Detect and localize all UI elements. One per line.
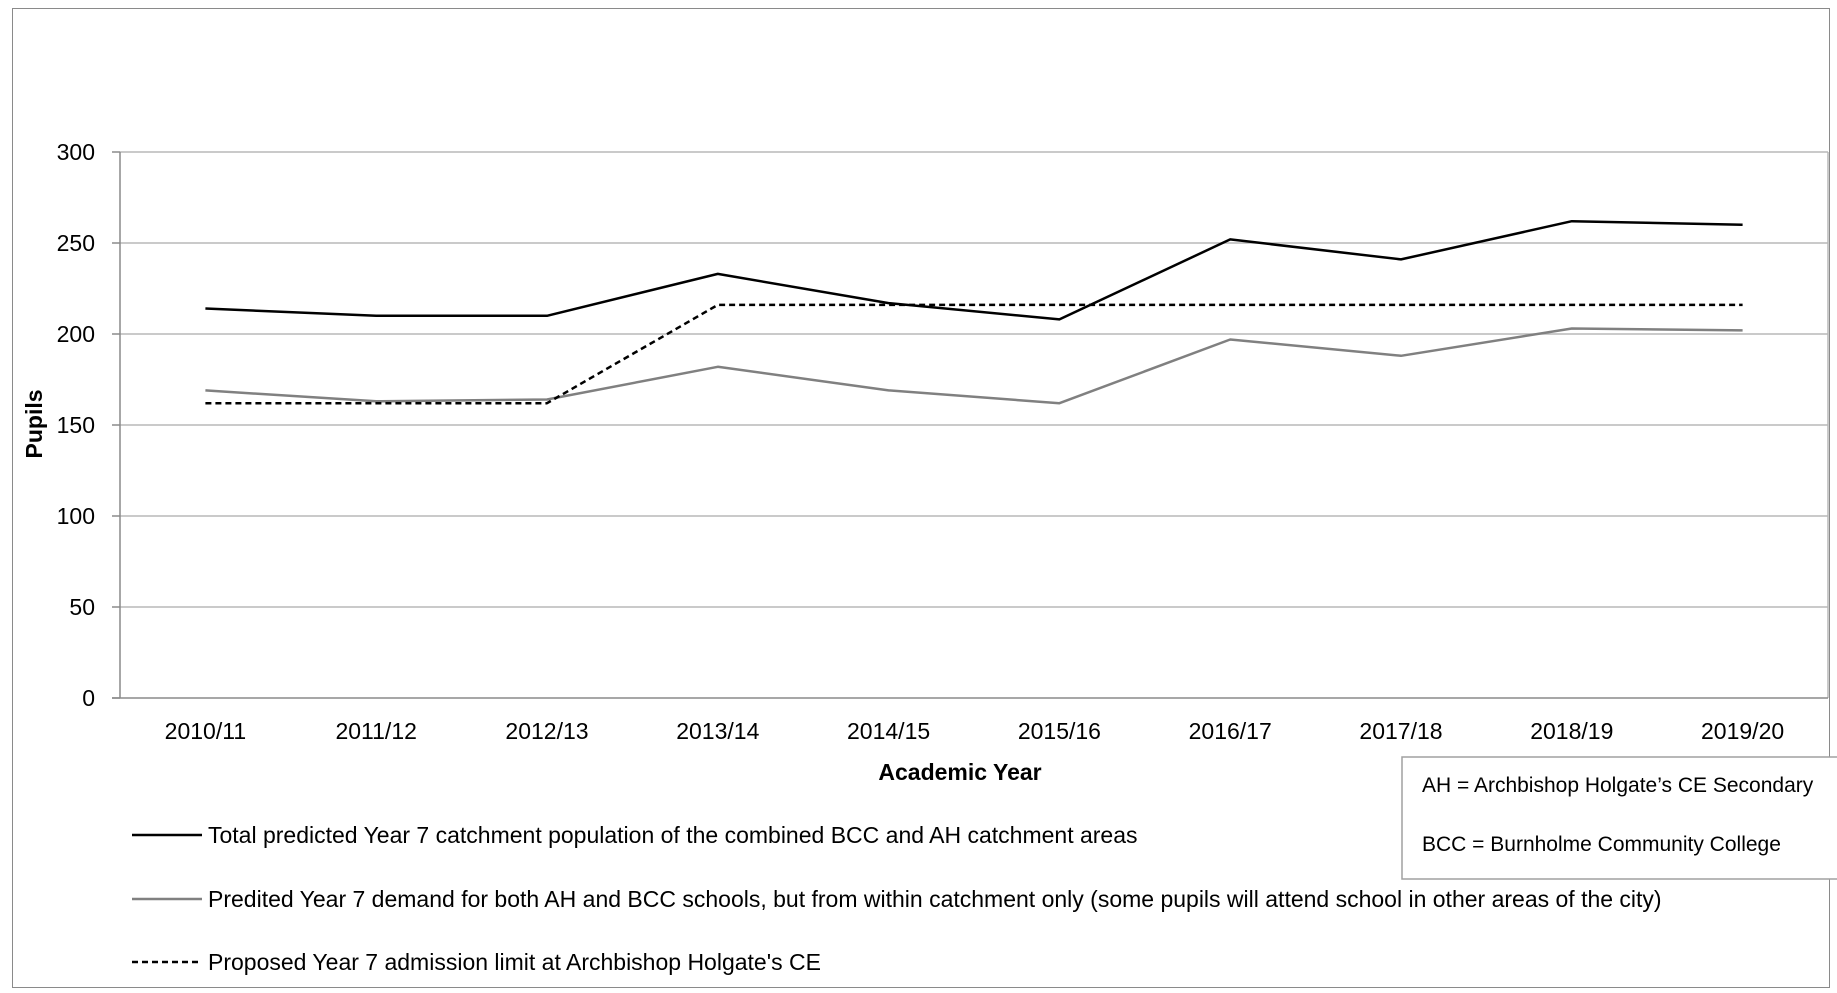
x-tick-label: 2012/13	[505, 718, 588, 744]
x-tick-label: 2010/11	[165, 718, 246, 744]
x-tick-label: 2015/16	[1018, 718, 1101, 744]
abbreviation-note-box: AH = Archbishop Holgate’s CE Secondary B…	[1401, 756, 1837, 880]
gridlines	[120, 151, 1828, 608]
y-tick-label: 0	[82, 685, 95, 711]
x-axis-title: Academic Year	[878, 759, 1041, 785]
series-lines	[205, 219, 1743, 405]
legend-label-1: Total predicted Year 7 catchment populat…	[208, 822, 1138, 848]
series-line-3	[205, 303, 1743, 405]
legend-label-3: Proposed Year 7 admission limit at Archb…	[208, 949, 821, 975]
x-tick-label: 2016/17	[1189, 718, 1272, 744]
note-bcc: BCC = Burnholme Community College	[1422, 833, 1781, 856]
x-tick-label: 2014/15	[847, 718, 930, 744]
note-box-border	[1401, 756, 1837, 880]
y-tick-label: 150	[57, 412, 95, 438]
y-tick-labels: 0 50 100 150 200 250 300	[57, 139, 95, 711]
x-tick-labels: 2010/11 2011/12 2012/13 2013/14 2014/15 2015/…	[165, 718, 1784, 744]
legend-label-2: Predited Year 7 demand for both AH and B…	[208, 886, 1662, 912]
x-tick-label: 2018/19	[1530, 718, 1613, 744]
series-line-2	[205, 327, 1743, 405]
y-axis-title: Pupils	[21, 389, 47, 458]
x-tick-label: 2013/14	[676, 718, 759, 744]
y-tick-label: 200	[57, 321, 95, 347]
series-line-1	[205, 219, 1743, 321]
axes	[112, 151, 1829, 699]
x-tick-label: 2019/20	[1701, 718, 1784, 744]
y-tick-label: 50	[69, 594, 95, 620]
x-tick-label: 2017/18	[1359, 718, 1442, 744]
note-ah: AH = Archbishop Holgate’s CE Secondary	[1422, 774, 1814, 797]
y-tick-label: 100	[57, 503, 95, 529]
legend: Total predicted Year 7 catchment populat…	[132, 822, 1662, 975]
y-tick-label: 250	[57, 230, 95, 256]
y-tick-label: 300	[57, 139, 95, 165]
x-tick-label: 2011/12	[335, 718, 416, 744]
